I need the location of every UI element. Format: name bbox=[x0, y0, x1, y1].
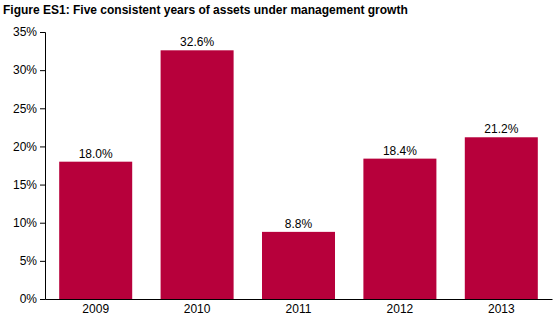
y-tick: 15% bbox=[13, 178, 45, 192]
x-tick: 2013 bbox=[488, 299, 515, 316]
data-labels: 18.0% 32.6% 8.8% 18.4% 21.2% bbox=[79, 35, 519, 231]
y-tick: 5% bbox=[20, 254, 45, 268]
chart: Figure ES1: Five consistent years of ass… bbox=[0, 0, 558, 319]
data-label: 21.2% bbox=[484, 122, 518, 136]
y-tick-label: 0% bbox=[20, 292, 38, 306]
y-axis-line bbox=[40, 33, 46, 300]
x-tick-label: 2011 bbox=[286, 302, 312, 316]
y-tick: 0% bbox=[20, 292, 45, 306]
y-tick-mark bbox=[40, 70, 45, 71]
x-tick: 2010 bbox=[184, 299, 211, 316]
chart-title: Figure ES1: Five consistent years of ass… bbox=[3, 3, 408, 17]
x-tick-label: 2009 bbox=[82, 302, 109, 316]
x-axis: 2009 2010 2011 2012 2013 bbox=[46, 299, 553, 316]
bars bbox=[59, 50, 538, 299]
plot: 0%5%10%15%20%25%30%35%200920102011201220… bbox=[13, 25, 553, 315]
x-tick-label: 2013 bbox=[488, 302, 515, 316]
x-tick: 2012 bbox=[387, 299, 414, 316]
x-tick: 2011 bbox=[286, 299, 312, 316]
data-label: 18.4% bbox=[383, 144, 417, 158]
y-tick-mark bbox=[40, 146, 45, 147]
y-tick-mark bbox=[40, 261, 45, 262]
y-tick-label: 35% bbox=[13, 25, 37, 39]
x-tick-label: 2010 bbox=[184, 302, 211, 316]
y-tick-label: 25% bbox=[13, 102, 37, 116]
data-label: 8.8% bbox=[285, 217, 313, 231]
y-tick-mark bbox=[40, 223, 45, 224]
bar bbox=[262, 232, 335, 299]
y-tick-label: 20% bbox=[13, 140, 37, 154]
y-tick-label: 30% bbox=[13, 63, 37, 77]
y-tick-label: 10% bbox=[13, 216, 37, 230]
data-label: 18.0% bbox=[79, 147, 113, 161]
y-tick: 25% bbox=[13, 102, 45, 116]
y-tick: 35% bbox=[13, 25, 45, 39]
y-tick-mark bbox=[40, 299, 45, 300]
bar bbox=[363, 159, 436, 299]
bar bbox=[465, 137, 538, 299]
y-tick-label: 5% bbox=[20, 254, 38, 268]
bar bbox=[161, 50, 234, 299]
x-tick-label: 2012 bbox=[387, 302, 414, 316]
bar bbox=[59, 162, 132, 299]
y-tick-mark bbox=[40, 32, 45, 33]
y-tick: 20% bbox=[13, 140, 45, 154]
y-tick-mark bbox=[40, 108, 45, 109]
x-tick: 2009 bbox=[82, 299, 109, 316]
y-tick: 10% bbox=[13, 216, 45, 230]
y-tick-mark bbox=[40, 185, 45, 186]
y-axis: 0% 5% 10% 15% 20% 25% 30% 35% bbox=[13, 25, 46, 306]
x-axis-line bbox=[46, 299, 553, 300]
y-tick: 30% bbox=[13, 63, 45, 77]
y-tick-label: 15% bbox=[13, 178, 37, 192]
data-label: 32.6% bbox=[180, 35, 214, 49]
